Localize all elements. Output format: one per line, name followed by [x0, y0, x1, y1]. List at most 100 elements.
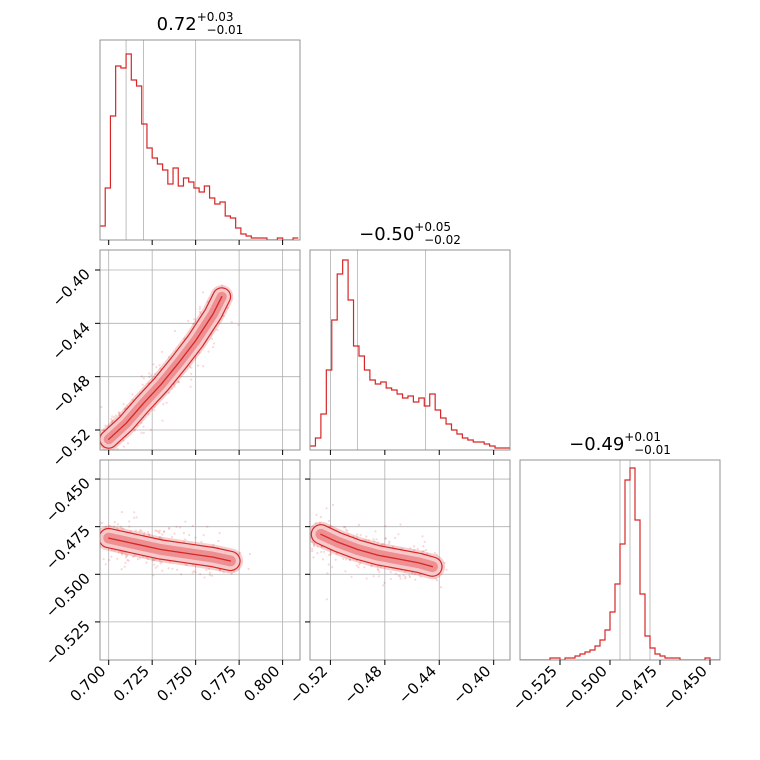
joint-1-2-panel: −0.52 −0.48 −0.44 −0.40 — [49, 249, 301, 470]
sample-point — [313, 542, 316, 545]
sample-point — [402, 574, 405, 577]
sample-point — [327, 563, 330, 566]
sample-point — [391, 545, 395, 548]
x-tick-label: 0.775 — [197, 662, 240, 705]
sample-point — [190, 378, 193, 381]
sample-point — [155, 366, 158, 369]
sample-point — [146, 557, 150, 561]
sample-point — [325, 507, 328, 510]
hist-title-1-plus: +0.03 — [197, 10, 234, 24]
sample-point — [152, 558, 155, 561]
sample-point — [312, 556, 315, 559]
sample-point — [176, 568, 179, 571]
y-tick-label: −0.48 — [49, 372, 94, 417]
sample-point — [162, 530, 165, 534]
sample-point — [207, 350, 210, 353]
sample-point — [189, 385, 192, 388]
sample-point — [202, 291, 205, 294]
sample-point — [423, 540, 426, 544]
hist-title-1-minus: −0.01 — [207, 23, 244, 37]
sample-point — [377, 569, 380, 572]
hist-title-3-median: −0.49 — [569, 434, 624, 455]
sample-point — [344, 526, 347, 529]
sample-point — [132, 516, 135, 519]
sample-point — [161, 533, 164, 536]
density-ridge — [108, 537, 232, 562]
sample-point — [315, 513, 318, 517]
x-tick-label: −0.52 — [286, 662, 331, 707]
x-tick-label: 0.700 — [66, 662, 109, 705]
sample-point — [97, 435, 99, 437]
sample-point — [154, 558, 157, 561]
sample-point — [110, 548, 113, 552]
sample-point — [116, 557, 119, 560]
sample-point — [198, 307, 201, 310]
sample-point — [94, 521, 96, 523]
sample-point — [379, 566, 382, 569]
sample-point — [142, 533, 145, 536]
sample-point — [104, 525, 107, 529]
sample-point — [191, 524, 194, 527]
histogram-steps — [310, 259, 510, 449]
sample-point — [321, 558, 325, 561]
sample-point — [370, 563, 373, 567]
sample-point — [160, 560, 163, 564]
sample-point — [356, 536, 359, 539]
sample-point — [160, 350, 164, 353]
sample-point — [221, 284, 224, 287]
sample-point — [216, 328, 219, 332]
sample-point — [357, 523, 360, 527]
sample-point — [126, 405, 129, 408]
sample-point — [104, 563, 107, 566]
sample-point — [311, 549, 314, 553]
sample-point — [218, 532, 221, 535]
sample-point — [142, 377, 145, 380]
sample-point — [152, 574, 155, 577]
sample-point — [412, 545, 416, 548]
sample-point — [100, 450, 102, 452]
sample-point — [230, 321, 233, 324]
sample-point — [167, 527, 171, 530]
histogram-steps — [100, 53, 299, 240]
sample-point — [180, 573, 183, 576]
sample-point — [124, 553, 127, 556]
sample-point — [150, 374, 153, 377]
sample-point — [165, 401, 168, 404]
sample-point — [316, 545, 319, 548]
joint-1-3-panel: 0.700 0.725 0.750 0.775 0.800−0.525−0.500−0.… — [42, 459, 301, 705]
sample-point — [113, 549, 116, 552]
x-tick-label: −0.500 — [559, 662, 611, 714]
y-tick-label: −0.525 — [42, 617, 94, 669]
x-tick-label: −0.44 — [395, 662, 440, 707]
sample-point — [247, 567, 250, 570]
sample-point — [100, 405, 103, 409]
x-tick-label: 0.750 — [153, 662, 196, 705]
sample-point — [153, 409, 156, 412]
sample-point — [434, 577, 438, 580]
sample-point — [118, 413, 121, 416]
panel-frame — [309, 459, 511, 661]
sample-point — [158, 364, 161, 367]
sample-point — [219, 569, 222, 572]
hist-title-2-median: −0.50 — [359, 224, 414, 245]
sample-point — [161, 569, 164, 572]
y-tick-label: −0.40 — [49, 265, 94, 310]
sample-point — [331, 566, 334, 569]
sample-point — [239, 551, 242, 555]
sample-point — [208, 574, 211, 577]
sample-point — [374, 530, 377, 533]
sample-point — [142, 425, 145, 428]
sample-point — [212, 346, 215, 349]
sample-point — [404, 570, 407, 573]
y-tick-label: −0.44 — [49, 318, 94, 363]
hist-title-2: −0.50+0.05 −0.02 — [359, 220, 461, 247]
sample-point — [147, 413, 150, 416]
sample-point — [124, 556, 127, 559]
sample-point — [397, 533, 400, 536]
sample-point — [126, 456, 128, 458]
y-tick-label: −0.52 — [49, 425, 94, 470]
hist-title-1: 0.72+0.03 −0.01 — [157, 10, 244, 37]
sample-point — [154, 566, 157, 569]
sample-point — [191, 571, 194, 574]
sample-point — [359, 533, 362, 537]
